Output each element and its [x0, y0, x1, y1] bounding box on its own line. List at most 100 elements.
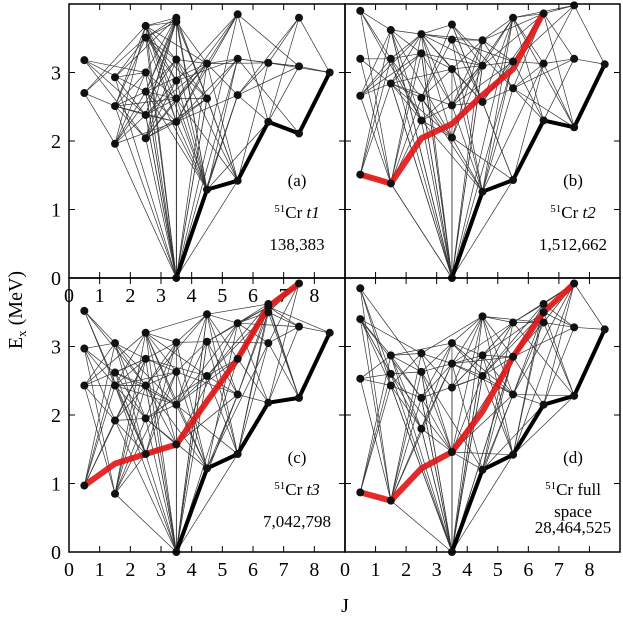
transition-line — [114, 25, 146, 107]
transition-line — [145, 121, 177, 139]
transition-line — [482, 375, 514, 455]
transition-line — [175, 63, 208, 279]
transition-line — [482, 356, 514, 470]
level-point — [111, 489, 119, 498]
transition-line — [482, 13, 544, 66]
transition-line — [114, 105, 177, 279]
level-point — [111, 368, 119, 377]
transition-line — [451, 375, 483, 553]
transition-line — [114, 420, 177, 553]
transition-line — [145, 358, 177, 373]
transition-line — [512, 17, 575, 128]
level-point — [141, 354, 150, 363]
level-point — [172, 400, 181, 409]
transition-line — [145, 17, 177, 27]
transition-line — [390, 397, 422, 501]
transition-line — [421, 342, 453, 429]
transition-line — [145, 37, 177, 60]
transition-line — [84, 310, 146, 386]
transition-line — [451, 363, 483, 377]
levels — [356, 279, 609, 556]
transition-line — [145, 342, 177, 386]
level-point — [203, 371, 211, 380]
level-point — [264, 117, 273, 126]
transition-line — [84, 348, 116, 373]
x-tick-label: 3 — [156, 285, 166, 307]
transition-line — [359, 29, 392, 96]
transition-line — [268, 17, 300, 64]
level-point — [141, 328, 150, 337]
transition-line — [206, 313, 238, 324]
level-point — [447, 65, 456, 74]
transition-line — [268, 311, 300, 327]
dimension-label: 1,512,662 — [539, 235, 607, 254]
x-tick-label: 6 — [523, 559, 533, 581]
transition-line — [451, 39, 514, 62]
transition-line — [451, 40, 483, 70]
transition-line — [390, 52, 422, 60]
level-point — [295, 393, 303, 402]
level-point — [417, 393, 426, 402]
transition-line — [421, 33, 453, 40]
x-tick-label: 6 — [248, 285, 258, 307]
transition-line — [451, 40, 483, 106]
transition-line — [451, 316, 483, 344]
transition-line — [421, 353, 453, 364]
yrast-band — [174, 331, 332, 553]
x-tick-label: 8 — [309, 559, 319, 581]
transition-line — [390, 342, 453, 356]
transition-line — [359, 10, 392, 184]
level-point — [172, 338, 181, 347]
transition-line — [359, 10, 422, 121]
x-tick-label: 2 — [125, 559, 135, 581]
x-tick-label: 1 — [95, 285, 105, 307]
transition-line — [451, 356, 514, 364]
transition-line — [512, 394, 544, 406]
transition-line — [451, 316, 483, 388]
transition-line — [145, 17, 177, 73]
transition-line — [390, 355, 422, 373]
transition-line — [114, 385, 146, 421]
transition-line — [145, 80, 177, 116]
transition-line — [206, 375, 238, 395]
transition-line — [482, 355, 514, 395]
transition-line — [176, 314, 208, 405]
transition-line — [145, 332, 177, 553]
transition-line — [237, 94, 269, 123]
transition-line — [543, 58, 575, 64]
transition-line — [114, 385, 147, 494]
x-tick-label: 4 — [462, 559, 472, 581]
level-point — [203, 337, 211, 346]
transition-line — [390, 58, 422, 99]
transition-line — [268, 326, 300, 403]
transition-line — [176, 404, 208, 469]
transition-line — [237, 312, 269, 395]
transition-line — [176, 341, 208, 343]
transition-line — [114, 98, 177, 107]
level-point — [539, 400, 548, 409]
level-point — [295, 279, 303, 288]
transition-line — [176, 21, 208, 64]
level-point — [141, 110, 150, 119]
transition-line — [451, 137, 483, 192]
transition-line — [206, 98, 238, 181]
transition-line — [512, 58, 575, 89]
transition-line — [421, 105, 453, 121]
transition-line — [145, 385, 177, 406]
level-point — [172, 76, 181, 85]
transition-line — [482, 316, 514, 323]
transition-line — [451, 39, 483, 41]
transition-line — [421, 24, 453, 98]
transition-line — [360, 10, 392, 31]
transition-line — [176, 58, 238, 82]
transition-line — [176, 59, 238, 181]
transition-line — [359, 10, 392, 59]
transition-line — [84, 25, 146, 94]
x-tick-label: 4 — [187, 285, 197, 307]
transition-line — [421, 428, 453, 453]
level-point — [509, 318, 518, 327]
level-point — [447, 339, 456, 348]
transition-line — [176, 180, 238, 279]
